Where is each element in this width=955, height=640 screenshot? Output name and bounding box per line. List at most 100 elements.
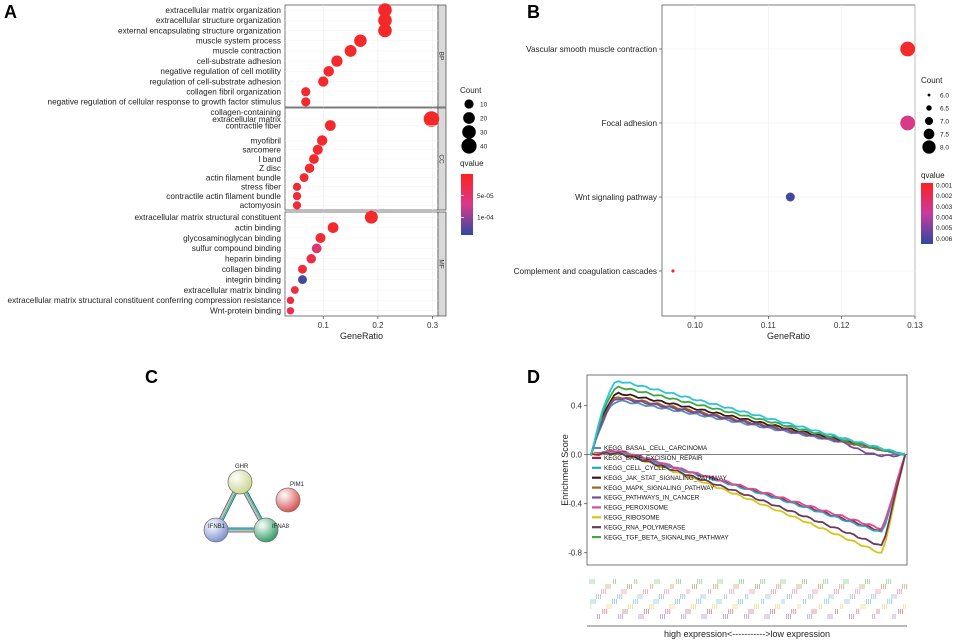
y-tick-label: -0.8: [568, 549, 582, 558]
legend-qvalue-colorbar: [921, 183, 933, 244]
term-label: actin filament bundle: [206, 173, 282, 182]
legend-label: KEGG_BASAL_CELL_CARCINOMA: [604, 445, 708, 452]
term-label: sarcomere: [242, 146, 281, 155]
panel-a-go-dotplot: BP extracellular matrix organization extra…: [8, 3, 494, 341]
term-label: Vascular smooth muscle contraction: [526, 45, 657, 54]
network-node-label: IFNB1: [208, 524, 226, 530]
legend-label: KEGG_BASE_EXCISION_REPAIR: [604, 455, 703, 462]
dot-point: [900, 41, 916, 57]
dot-point: [900, 115, 916, 131]
legend-count-label: 6.0: [940, 92, 949, 99]
network-node-label: GHR: [235, 464, 249, 470]
enrichment-curve: [590, 451, 906, 547]
legend-count-title: Count: [921, 76, 943, 85]
dot-point: [298, 275, 307, 285]
term-label: collagen fibril organization: [186, 88, 281, 97]
legend-count-label: 10: [480, 102, 488, 109]
panel-d-gsea-plot: 0.4 0.0 -0.4 -0.8 Enrichment Score KEGG_BASAL…: [560, 374, 908, 639]
legend-count-title: Count: [460, 86, 482, 95]
term-label: sulfur compound binding: [192, 244, 282, 253]
dot-point: [344, 44, 357, 57]
legend-label: KEGG_RNA_POLYMERASE: [604, 524, 685, 531]
legend-count-dot: [922, 140, 936, 154]
dot-point: [378, 23, 392, 38]
term-label: integrin binding: [225, 275, 281, 284]
legend-qvalue-title: qvalue: [921, 171, 945, 180]
facet-panel-bp: [284, 4, 439, 108]
legend-count-label: 8.0: [940, 144, 949, 151]
dot-point: [364, 210, 378, 224]
dot-point: [306, 254, 316, 264]
term-label: cell-substrate adhesion: [197, 57, 282, 66]
dot-point: [317, 135, 328, 146]
dot-point: [304, 163, 315, 174]
dot-point: [315, 232, 326, 244]
panel-label-a: A: [4, 2, 17, 22]
panel-label-b: B: [527, 2, 540, 22]
term-label: extracellular matrix binding: [184, 286, 282, 295]
legend-count-label: 30: [480, 130, 488, 137]
term-label: heparin binding: [225, 255, 281, 264]
gene-hit-strip: [589, 579, 908, 619]
term-label: actin binding: [235, 223, 281, 232]
facet-strip-label: BP: [438, 52, 445, 61]
legend-count-dot: [923, 128, 935, 140]
legend-count-dot: [927, 93, 931, 97]
legend-qvalue-colorbar: [461, 174, 473, 235]
facet-strip: [437, 211, 447, 317]
dot-point: [286, 307, 295, 315]
legend-qvalue-title: qvalue: [460, 159, 484, 168]
enrichment-curve: [590, 396, 906, 456]
term-label: extracellular matrix structural constitu…: [8, 296, 282, 305]
dot-point: [423, 111, 440, 127]
term-label: Z disc: [259, 164, 281, 173]
term-label: collagen-containing: [210, 108, 281, 117]
plot-area: [586, 374, 908, 566]
term-label: regulation of cell-substrate adhesion: [149, 77, 281, 86]
term-label: extracellular matrix organization: [165, 6, 281, 15]
term-label: extracellular matrix structural constitu…: [134, 213, 281, 222]
dot-point: [378, 13, 392, 28]
term-label: glycosaminoglycan binding: [183, 234, 281, 243]
dot-point: [671, 269, 675, 273]
dot-point: [301, 87, 311, 97]
term-label: negative regulation of cellular response…: [48, 98, 281, 107]
term-label: Wnt signaling pathway: [575, 193, 658, 202]
legend-count-label: 7.0: [940, 118, 949, 125]
term-label: myofibril: [251, 136, 282, 145]
enrichment-curve: [590, 391, 906, 456]
network-node-label: PIM1: [290, 482, 305, 488]
legend-qvalue-label: 5e-05: [477, 193, 494, 200]
legend-count-dot: [461, 138, 477, 154]
term-label: stress fiber: [241, 183, 281, 192]
network-node: [203, 517, 229, 543]
legend-label: KEGG_PEROXISOME: [604, 505, 668, 512]
dot-point: [311, 243, 322, 254]
legend-count-dot: [926, 105, 932, 111]
term-label: Complement and coagulation cascades: [514, 267, 657, 276]
legend-label: KEGG_MAPK_SIGNALING_PATHWAY: [604, 485, 715, 492]
enrichment-curve: [590, 380, 906, 456]
legend-label: KEGG_TGF_BETA_SIGNALING_PATHWAY: [604, 534, 729, 541]
legend-qvalue-label: 1e-04: [477, 215, 494, 222]
dot-point: [309, 154, 319, 164]
x-tick-label: 0.2: [372, 321, 384, 330]
x-tick-label: 0.13: [907, 321, 923, 330]
dot-point: [312, 144, 323, 155]
dot-point: [292, 201, 302, 210]
legend-count-dot: [464, 99, 474, 109]
dot-point: [323, 66, 334, 77]
term-label: contractile actin filament bundle: [166, 192, 281, 201]
legend-qvalue-label: 0.004: [936, 215, 953, 222]
x-tick-label: 0.12: [834, 321, 850, 330]
legend-count-label: 20: [480, 116, 488, 123]
panel-label-d: D: [527, 367, 540, 387]
x-axis-title: GeneRatio: [767, 331, 810, 341]
legend-count-dot: [462, 125, 476, 139]
panel-c-ppi-network: GHR PIM1 IFNB1 IFNA8: [203, 464, 305, 543]
dot-point: [301, 97, 311, 107]
term-label: muscle contraction: [213, 47, 282, 56]
x-axis-title: high expression<----------->low expressi…: [664, 629, 830, 639]
legend-count-label: 7.5: [940, 131, 949, 138]
